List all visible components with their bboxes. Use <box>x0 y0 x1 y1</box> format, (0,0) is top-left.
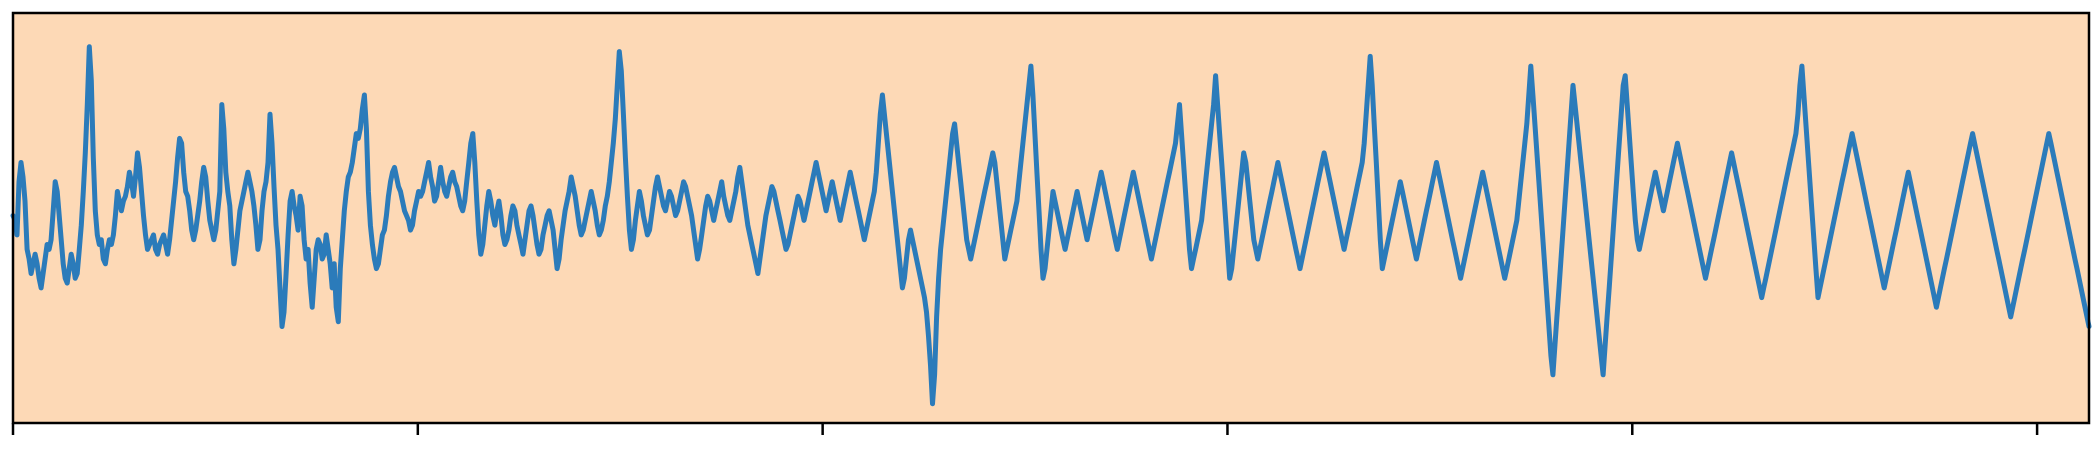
series-line <box>10 44 2092 407</box>
axes-frame <box>11 11 2091 425</box>
x-axis-ticks <box>11 423 2039 435</box>
